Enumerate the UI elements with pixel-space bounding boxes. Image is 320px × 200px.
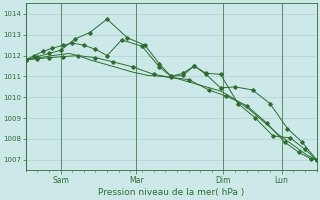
X-axis label: Pression niveau de la mer( hPa ): Pression niveau de la mer( hPa ) <box>98 188 244 197</box>
